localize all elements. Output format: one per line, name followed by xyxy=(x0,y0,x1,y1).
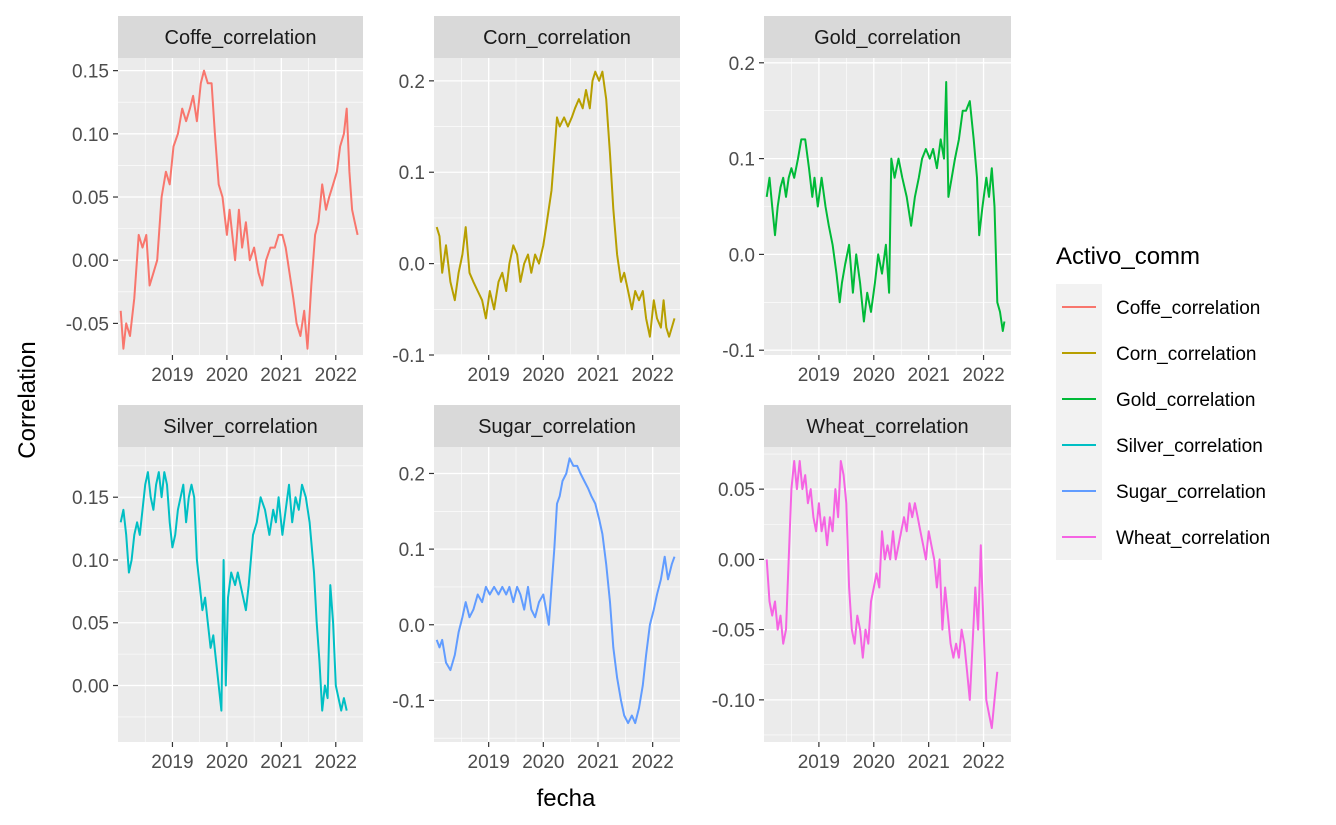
x-axis-title: fecha xyxy=(537,785,596,812)
strip-background xyxy=(434,16,680,58)
series-line-Gold_correlation xyxy=(765,81,1006,332)
x-tick-label: 2021 xyxy=(908,752,950,773)
y-tick-label: 0.05 xyxy=(72,188,109,209)
legend-label: Gold_correlation xyxy=(1116,390,1255,411)
series-line-Sugar_correlation xyxy=(435,457,676,725)
series-line-Coffe_correlation xyxy=(119,69,359,350)
y-tick-label: 0.1 xyxy=(729,150,755,171)
y-tick-label: 0.1 xyxy=(399,540,425,561)
y-tick-label: 0.10 xyxy=(72,551,109,572)
strip-label: Wheat_correlation xyxy=(806,416,968,438)
y-tick-label: 0.2 xyxy=(729,54,755,75)
x-tick-label: 2022 xyxy=(315,752,357,773)
x-tick-label: 2020 xyxy=(522,752,564,773)
y-tick-label: -0.05 xyxy=(712,621,755,642)
strip-label: Silver_correlation xyxy=(163,416,318,438)
strip-background xyxy=(118,405,363,447)
legend: Activo_comm Coffe_correlation Corn_correl… xyxy=(1056,243,1270,560)
y-axis-title: Correlation xyxy=(14,341,41,458)
series-line-Silver_correlation xyxy=(119,471,348,712)
x-tick-label: 2020 xyxy=(853,752,895,773)
x-tick-label: 2021 xyxy=(260,365,302,386)
y-tick-label: 0.2 xyxy=(399,464,425,485)
x-tick-label: 2020 xyxy=(853,365,895,386)
strip-background xyxy=(434,405,680,447)
x-tick-label: 2019 xyxy=(151,752,193,773)
x-tick-label: 2022 xyxy=(315,365,357,386)
legend-item-Sugar_correlation: Sugar_correlation xyxy=(1062,482,1266,503)
legend-item-Corn_correlation: Corn_correlation xyxy=(1062,344,1256,365)
y-tick-label: 0.05 xyxy=(718,480,755,501)
facet-panels: Coffe_correlation -0.05 0.00 0.05 0.10 0.15 20… xyxy=(66,16,1011,773)
series-line-Corn_correlation xyxy=(435,70,676,338)
panel-background xyxy=(434,58,680,355)
strip-label: Coffe_correlation xyxy=(165,27,317,49)
y-tick-label: 0.1 xyxy=(399,163,425,184)
legend-label: Silver_correlation xyxy=(1116,436,1263,457)
y-tick-label: 0.05 xyxy=(72,614,109,635)
legend-item-Gold_correlation: Gold_correlation xyxy=(1062,390,1255,411)
panel-Gold_correlation: Gold_correlation -0.1 0.0 0.1 0.2 2019 2020 202… xyxy=(722,16,1011,386)
y-tick-label: 0.00 xyxy=(718,550,755,571)
strip-background xyxy=(764,16,1011,58)
legend-label: Wheat_correlation xyxy=(1116,528,1270,549)
legend-item-Coffe_correlation: Coffe_correlation xyxy=(1062,298,1260,319)
strip-background xyxy=(118,16,363,58)
panel-background xyxy=(434,447,680,742)
y-tick-label: 0.15 xyxy=(72,488,109,509)
x-tick-label: 2021 xyxy=(260,752,302,773)
strip-label: Sugar_correlation xyxy=(478,416,636,438)
legend-key-background xyxy=(1056,284,1102,560)
panel-Sugar_correlation: Sugar_correlation -0.1 0.0 0.1 0.2 2019 2020 20… xyxy=(392,405,680,773)
y-tick-label: 0.0 xyxy=(729,245,755,266)
x-tick-label: 2019 xyxy=(468,365,510,386)
y-tick-label: 0.2 xyxy=(399,72,425,93)
y-tick-label: 0.0 xyxy=(399,255,425,276)
y-tick-label: -0.05 xyxy=(66,314,109,335)
strip-background xyxy=(764,405,1011,447)
y-tick-label: 0.0 xyxy=(399,616,425,637)
legend-item-Silver_correlation: Silver_correlation xyxy=(1062,436,1263,457)
panel-Coffe_correlation: Coffe_correlation -0.05 0.00 0.05 0.10 0.15 20… xyxy=(66,16,363,386)
x-tick-label: 2021 xyxy=(577,365,619,386)
y-tick-label: -0.10 xyxy=(712,691,755,712)
legend-label: Corn_correlation xyxy=(1116,344,1256,365)
panel-Wheat_correlation: Wheat_correlation -0.10 -0.05 0.00 0.05 2019 2… xyxy=(712,405,1011,773)
x-tick-label: 2019 xyxy=(798,365,840,386)
strip-label: Corn_correlation xyxy=(483,27,631,49)
x-tick-label: 2019 xyxy=(468,752,510,773)
x-tick-label: 2021 xyxy=(908,365,950,386)
x-tick-label: 2020 xyxy=(522,365,564,386)
panel-Silver_correlation: Silver_correlation 0.00 0.05 0.10 0.15 2019 20… xyxy=(72,405,363,773)
x-tick-label: 2019 xyxy=(798,752,840,773)
x-tick-label: 2019 xyxy=(151,365,193,386)
legend-label: Sugar_correlation xyxy=(1116,482,1266,503)
x-tick-label: 2022 xyxy=(962,365,1004,386)
x-tick-label: 2021 xyxy=(577,752,619,773)
strip-label: Gold_correlation xyxy=(814,27,961,49)
legend-item-Wheat_correlation: Wheat_correlation xyxy=(1062,528,1270,549)
legend-label: Coffe_correlation xyxy=(1116,298,1260,319)
y-tick-label: -0.1 xyxy=(392,691,425,712)
y-tick-label: 0.15 xyxy=(72,62,109,83)
x-tick-label: 2020 xyxy=(206,365,248,386)
x-tick-label: 2022 xyxy=(962,752,1004,773)
y-tick-label: 0.00 xyxy=(72,677,109,698)
x-tick-label: 2022 xyxy=(632,752,674,773)
series-line-Wheat_correlation xyxy=(765,460,999,729)
x-tick-label: 2022 xyxy=(632,365,674,386)
panel-background xyxy=(118,58,363,355)
legend-title: Activo_comm xyxy=(1056,243,1200,270)
y-tick-label: -0.1 xyxy=(722,341,755,362)
x-tick-label: 2020 xyxy=(206,752,248,773)
y-tick-label: 0.10 xyxy=(72,125,109,146)
panel-Corn_correlation: Corn_correlation -0.1 0.0 0.1 0.2 2019 2020 202… xyxy=(392,16,680,386)
y-tick-label: -0.1 xyxy=(392,346,425,367)
y-tick-label: 0.00 xyxy=(72,251,109,272)
